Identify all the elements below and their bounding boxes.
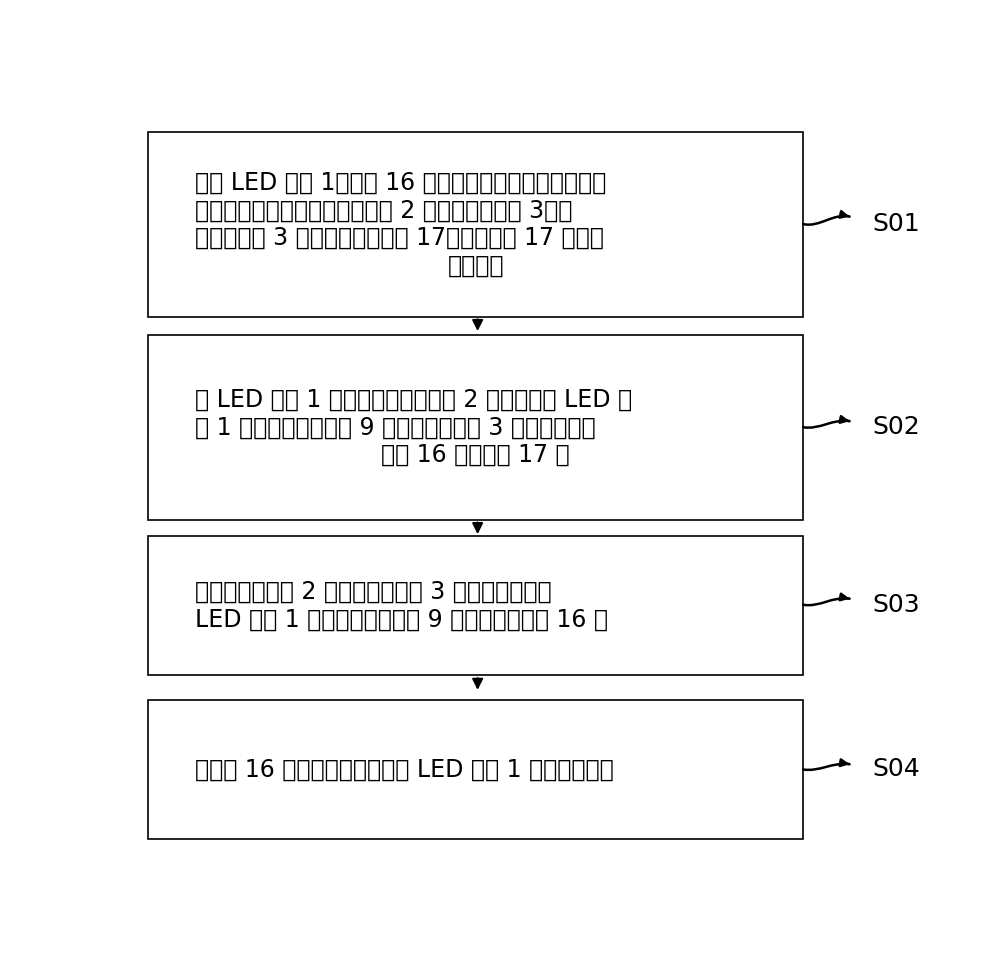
Text: S02: S02 bbox=[873, 415, 921, 440]
Text: S01: S01 bbox=[873, 212, 920, 236]
Text: 具包括上下布置的第一模具部件 2 和第二模具部件 3，第: 具包括上下布置的第一模具部件 2 和第二模具部件 3，第 bbox=[195, 198, 572, 223]
Text: 胶液 16 倒入腔体 17 内: 胶液 16 倒入腔体 17 内 bbox=[381, 443, 570, 467]
Text: LED 模组 1 表面的发光二极管 9 朝下浸没在胶液 16 内: LED 模组 1 表面的发光二极管 9 朝下浸没在胶液 16 内 bbox=[195, 608, 608, 631]
Bar bbox=[148, 536, 803, 675]
Text: 二模具部件 3 的顶部设置有腔体 17，且该腔体 17 的底面: 二模具部件 3 的顶部设置有腔体 17，且该腔体 17 的底面 bbox=[195, 227, 604, 250]
Text: 组 1 表面的发光二极管 9 与第二模具部件 3 相对设置，将: 组 1 表面的发光二极管 9 与第二模具部件 3 相对设置，将 bbox=[195, 415, 595, 440]
Text: S03: S03 bbox=[873, 593, 920, 616]
Text: S04: S04 bbox=[873, 757, 921, 782]
Text: 待胶液 16 凝固后，对灌胶后的 LED 模组 1 进行脱模处理: 待胶液 16 凝固后，对灌胶后的 LED 模组 1 进行脱模处理 bbox=[195, 758, 614, 782]
Text: 将第一模具部件 2 与第二模具部件 3 上下彼此吻合使: 将第一模具部件 2 与第二模具部件 3 上下彼此吻合使 bbox=[195, 580, 551, 604]
Bar bbox=[148, 335, 803, 520]
Text: 将 LED 模组 1 固定于第一模具部件 2 上，并使得 LED 模: 将 LED 模组 1 固定于第一模具部件 2 上，并使得 LED 模 bbox=[195, 388, 632, 412]
Text: 为水平面: 为水平面 bbox=[447, 254, 504, 277]
Bar bbox=[148, 132, 803, 317]
Text: 提供 LED 模组 1、胶液 16 和灌胶模具；其中，该灌胶模: 提供 LED 模组 1、胶液 16 和灌胶模具；其中，该灌胶模 bbox=[195, 171, 606, 195]
Bar bbox=[148, 701, 803, 839]
